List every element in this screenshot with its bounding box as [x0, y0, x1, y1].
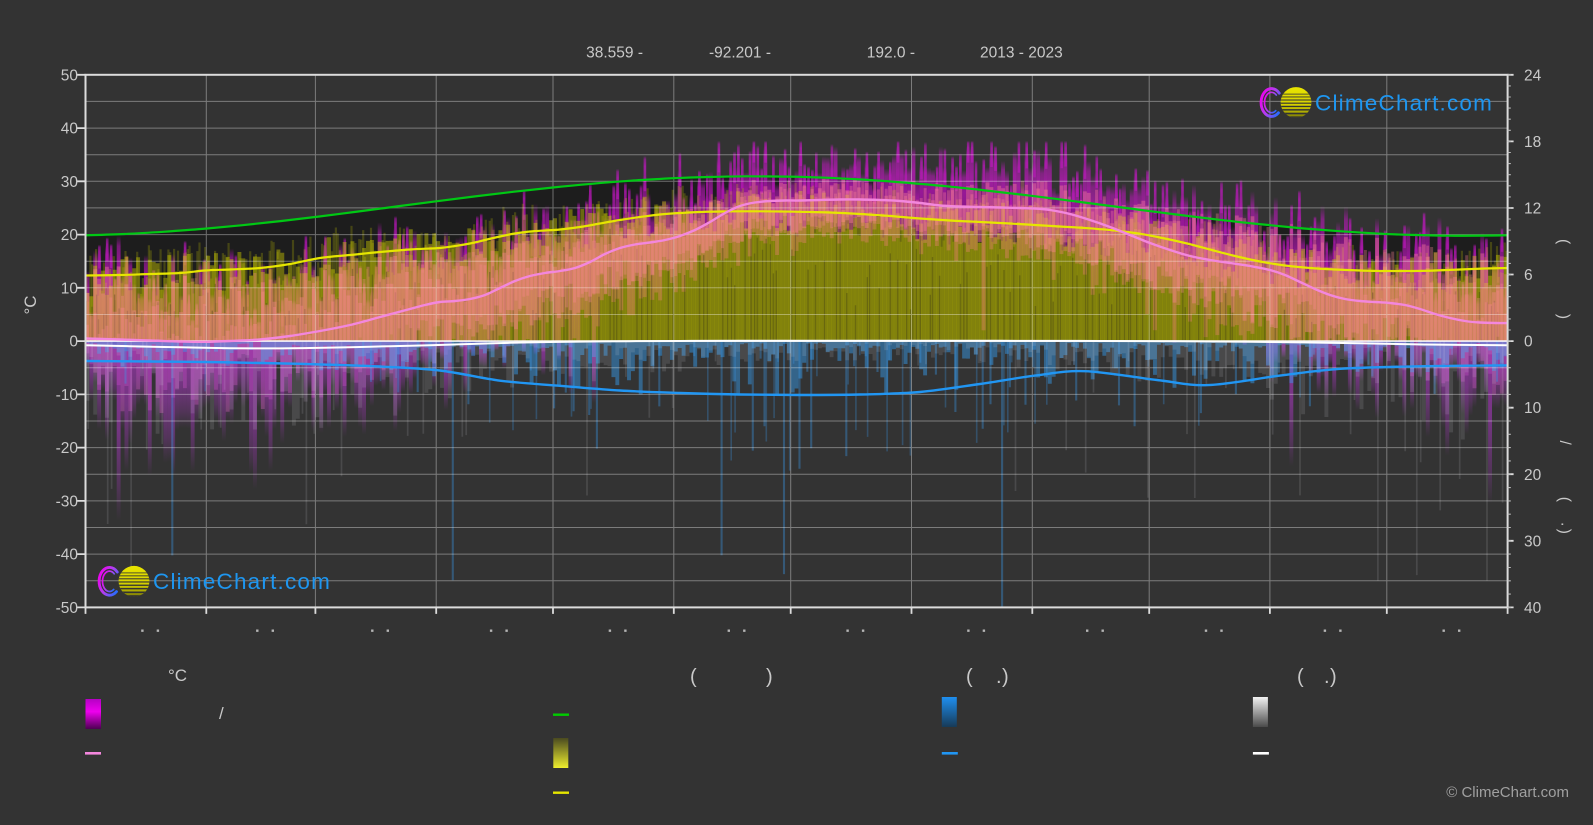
- svg-text:192.0 -: 192.0 -: [867, 45, 915, 62]
- svg-text:-92.201 -: -92.201 -: [709, 45, 771, 62]
- svg-text:): ): [1556, 529, 1573, 534]
- svg-text:.: .: [996, 666, 1002, 688]
- svg-text:°C: °C: [21, 295, 40, 314]
- svg-text:0: 0: [69, 334, 78, 351]
- svg-text:(: (: [1556, 497, 1573, 503]
- svg-text:24: 24: [1524, 67, 1542, 84]
- svg-text:-50: -50: [56, 600, 79, 617]
- svg-text:12: 12: [1524, 200, 1541, 217]
- svg-text:): ): [1330, 666, 1337, 688]
- svg-text:30: 30: [1524, 533, 1542, 550]
- svg-text:ClimeChart.com: ClimeChart.com: [153, 569, 331, 594]
- svg-text:38.559 -: 38.559 -: [586, 45, 643, 62]
- svg-text:-10: -10: [56, 387, 79, 404]
- svg-text:10: 10: [61, 280, 79, 297]
- svg-text:-40: -40: [56, 547, 79, 564]
- svg-text:(: (: [690, 666, 697, 688]
- svg-text:40: 40: [61, 121, 79, 138]
- svg-text:.: .: [1324, 666, 1330, 688]
- svg-text:-20: -20: [56, 440, 79, 457]
- svg-text:50: 50: [61, 67, 79, 84]
- svg-text:·: ·: [1554, 522, 1571, 527]
- svg-text:10: 10: [1524, 400, 1542, 417]
- svg-text:© ClimeChart.com: © ClimeChart.com: [1446, 784, 1569, 801]
- svg-text:): ): [1555, 314, 1572, 319]
- svg-text:): ): [766, 666, 773, 688]
- svg-text:(: (: [1297, 666, 1304, 688]
- svg-text:(: (: [1555, 239, 1572, 245]
- svg-text:/: /: [219, 704, 224, 723]
- svg-text:): ): [1002, 666, 1009, 688]
- svg-text:40: 40: [1524, 600, 1542, 617]
- svg-text:(: (: [966, 666, 973, 688]
- svg-text:30: 30: [61, 174, 79, 191]
- svg-text:18: 18: [1524, 134, 1541, 151]
- svg-text:20: 20: [1524, 467, 1542, 484]
- svg-text:0: 0: [1524, 334, 1533, 351]
- svg-text:20: 20: [61, 227, 79, 244]
- svg-text:2013 - 2023: 2013 - 2023: [980, 45, 1063, 62]
- svg-text:/: /: [1556, 440, 1573, 445]
- svg-text:6: 6: [1524, 267, 1533, 284]
- svg-text:ClimeChart.com: ClimeChart.com: [1315, 90, 1493, 115]
- svg-text:-30: -30: [56, 493, 79, 510]
- svg-text:°C: °C: [168, 666, 187, 685]
